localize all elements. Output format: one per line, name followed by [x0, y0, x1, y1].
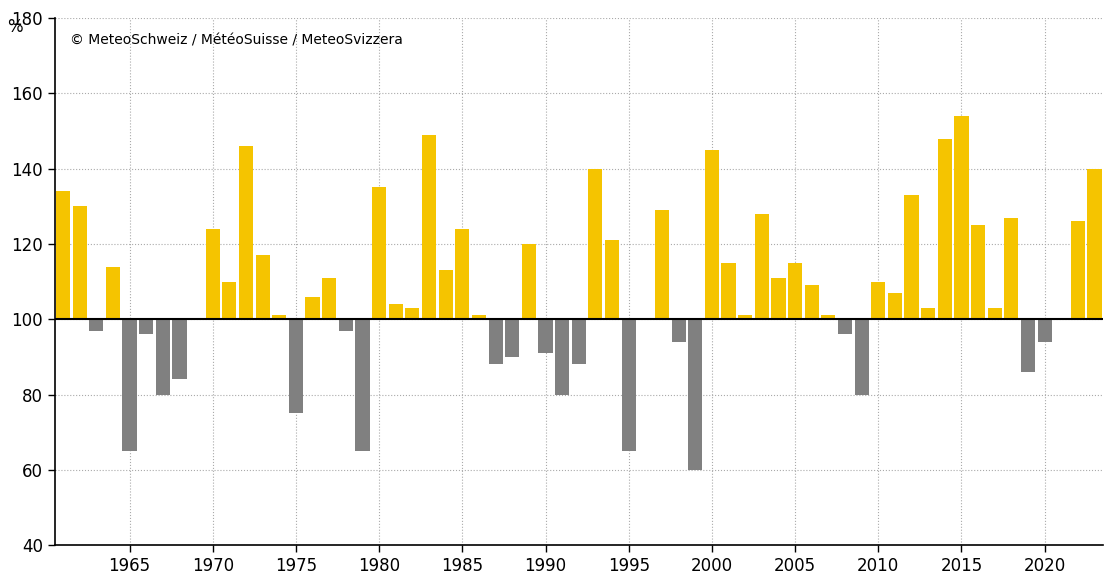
Bar: [722, 263, 735, 319]
Bar: [938, 138, 951, 319]
Bar: [173, 319, 186, 380]
Bar: [622, 319, 636, 451]
Text: %: %: [8, 18, 23, 36]
Bar: [688, 319, 702, 470]
Bar: [555, 319, 569, 394]
Bar: [538, 319, 553, 353]
Bar: [739, 315, 752, 319]
Bar: [123, 319, 137, 451]
Bar: [788, 263, 802, 319]
Bar: [305, 297, 320, 319]
Bar: [905, 195, 919, 319]
Bar: [672, 319, 686, 342]
Bar: [289, 319, 303, 413]
Bar: [988, 308, 1001, 319]
Bar: [1087, 169, 1102, 319]
Bar: [505, 319, 519, 357]
Bar: [422, 135, 436, 319]
Bar: [272, 315, 286, 319]
Bar: [56, 191, 70, 319]
Bar: [139, 319, 154, 334]
Bar: [838, 319, 852, 334]
Bar: [1020, 319, 1035, 372]
Bar: [106, 267, 120, 319]
Bar: [655, 210, 670, 319]
Bar: [871, 282, 886, 319]
Bar: [322, 278, 336, 319]
Bar: [339, 319, 353, 331]
Bar: [605, 240, 619, 319]
Bar: [854, 319, 869, 394]
Bar: [156, 319, 170, 394]
Bar: [521, 244, 536, 319]
Bar: [754, 214, 769, 319]
Bar: [439, 270, 452, 319]
Bar: [355, 319, 370, 451]
Bar: [472, 315, 486, 319]
Bar: [405, 308, 420, 319]
Bar: [89, 319, 104, 331]
Bar: [489, 319, 502, 364]
Bar: [821, 315, 836, 319]
Bar: [571, 319, 586, 364]
Bar: [255, 255, 270, 319]
Bar: [1071, 222, 1085, 319]
Bar: [771, 278, 785, 319]
Bar: [389, 304, 403, 319]
Bar: [72, 206, 87, 319]
Bar: [588, 169, 603, 319]
Bar: [372, 188, 387, 319]
Bar: [971, 225, 985, 319]
Bar: [921, 308, 936, 319]
Bar: [804, 285, 819, 319]
Bar: [238, 146, 253, 319]
Bar: [888, 293, 902, 319]
Bar: [223, 282, 236, 319]
Bar: [1005, 217, 1018, 319]
Bar: [955, 116, 968, 319]
Bar: [1037, 319, 1052, 342]
Bar: [206, 229, 219, 319]
Bar: [456, 229, 469, 319]
Text: © MeteoSchweiz / MétéoSuisse / MeteoSvizzera: © MeteoSchweiz / MétéoSuisse / MeteoSviz…: [70, 34, 403, 48]
Bar: [705, 150, 719, 319]
